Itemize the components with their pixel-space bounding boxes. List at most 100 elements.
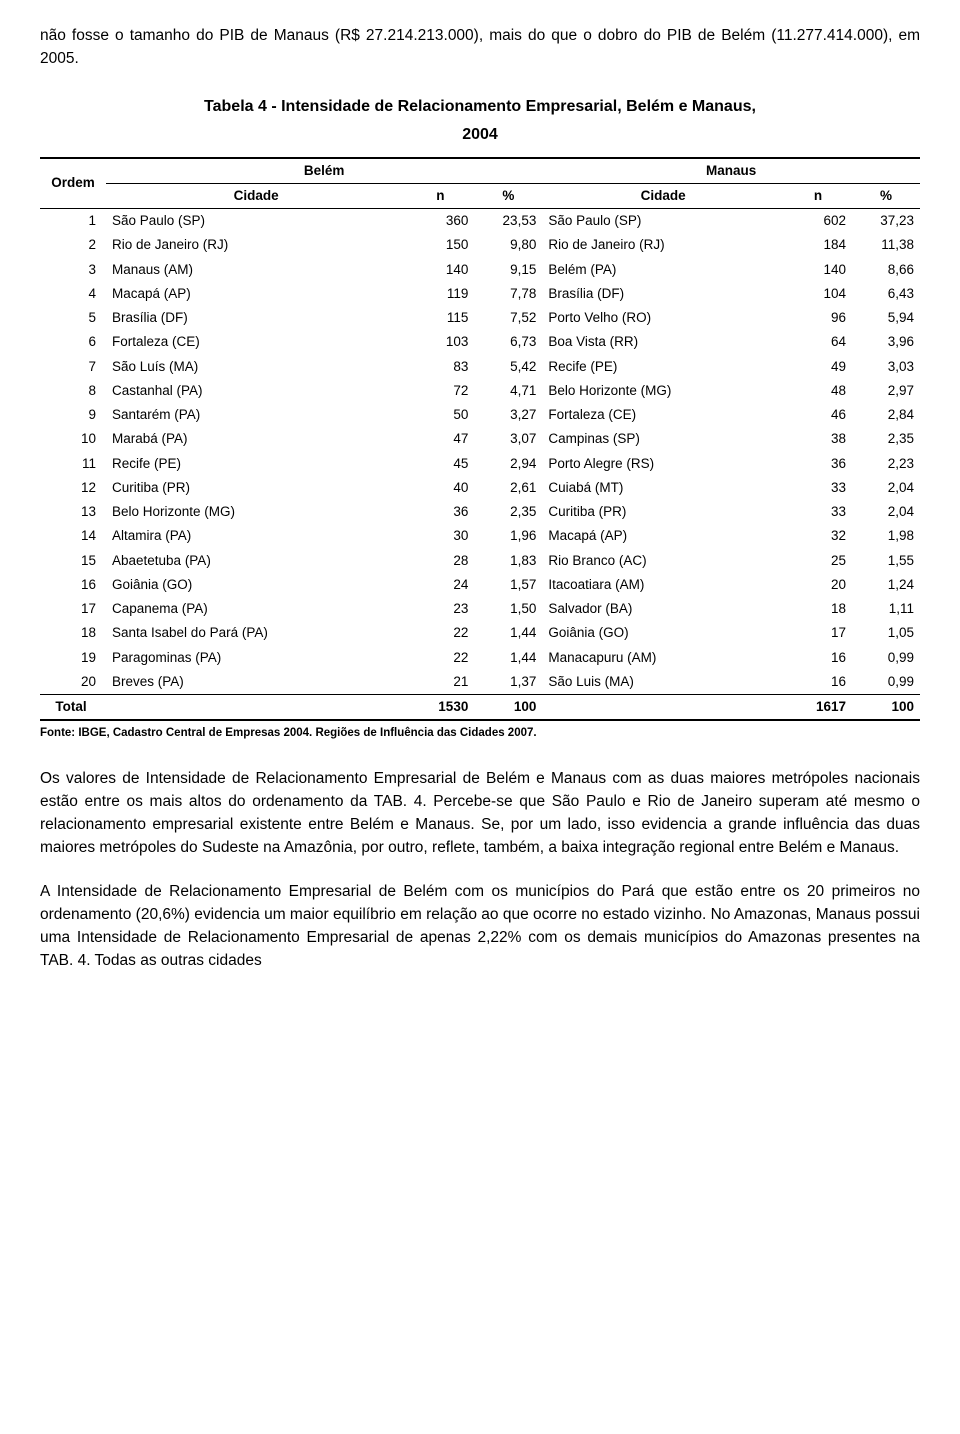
cell-m-pct: 5,94 bbox=[852, 306, 920, 330]
cell-total-label: Total bbox=[40, 695, 106, 721]
cell-m-n: 48 bbox=[784, 379, 852, 403]
table-row: 11Recife (PE)452,94Porto Alegre (RS)362,… bbox=[40, 452, 920, 476]
cell-b-n: 83 bbox=[406, 355, 474, 379]
cell-ordem: 19 bbox=[40, 646, 106, 670]
cell-m-city: Belo Horizonte (MG) bbox=[542, 379, 784, 403]
cell-b-city: Curitiba (PR) bbox=[106, 476, 406, 500]
cell-m-n: 25 bbox=[784, 549, 852, 573]
cell-m-n: 64 bbox=[784, 330, 852, 354]
cell-ordem: 14 bbox=[40, 524, 106, 548]
cell-m-city: Belém (PA) bbox=[542, 258, 784, 282]
cell-m-pct: 2,04 bbox=[852, 500, 920, 524]
cell-b-pct: 3,27 bbox=[474, 403, 542, 427]
table-year: 2004 bbox=[40, 123, 920, 147]
cell-m-city: Itacoatiara (AM) bbox=[542, 573, 784, 597]
hdr-belem: Belém bbox=[106, 158, 542, 184]
hdr-ordem: Ordem bbox=[40, 158, 106, 209]
cell-m-pct: 1,24 bbox=[852, 573, 920, 597]
cell-b-n: 150 bbox=[406, 233, 474, 257]
cell-b-n: 45 bbox=[406, 452, 474, 476]
cell-m-n: 33 bbox=[784, 476, 852, 500]
cell-b-city: Goiânia (GO) bbox=[106, 573, 406, 597]
cell-ordem: 3 bbox=[40, 258, 106, 282]
hdr-b-n: n bbox=[406, 183, 474, 208]
intro-paragraph: não fosse o tamanho do PIB de Manaus (R$… bbox=[40, 24, 920, 71]
cell-m-pct: 3,03 bbox=[852, 355, 920, 379]
cell-m-pct: 11,38 bbox=[852, 233, 920, 257]
cell-total-m-n: 1617 bbox=[784, 695, 852, 721]
hdr-m-cidade: Cidade bbox=[542, 183, 784, 208]
cell-b-n: 115 bbox=[406, 306, 474, 330]
cell-m-city: Boa Vista (RR) bbox=[542, 330, 784, 354]
table-row: 5Brasília (DF)1157,52Porto Velho (RO)965… bbox=[40, 306, 920, 330]
cell-b-city: Manaus (AM) bbox=[106, 258, 406, 282]
cell-m-pct: 2,35 bbox=[852, 427, 920, 451]
cell-m-city: Salvador (BA) bbox=[542, 597, 784, 621]
cell-b-city: São Paulo (SP) bbox=[106, 209, 406, 234]
cell-ordem: 6 bbox=[40, 330, 106, 354]
cell-m-pct: 37,23 bbox=[852, 209, 920, 234]
table-row: 20Breves (PA)211,37São Luis (MA)160,99 bbox=[40, 670, 920, 695]
cell-m-pct: 1,55 bbox=[852, 549, 920, 573]
cell-b-pct: 1,83 bbox=[474, 549, 542, 573]
table-row: 18Santa Isabel do Pará (PA)221,44Goiânia… bbox=[40, 621, 920, 645]
cell-m-pct: 1,05 bbox=[852, 621, 920, 645]
cell-b-city: Fortaleza (CE) bbox=[106, 330, 406, 354]
cell-b-city: Castanhal (PA) bbox=[106, 379, 406, 403]
table-row: 13Belo Horizonte (MG)362,35Curitiba (PR)… bbox=[40, 500, 920, 524]
cell-total-m-pct: 100 bbox=[852, 695, 920, 721]
cell-m-n: 140 bbox=[784, 258, 852, 282]
cell-b-city: Rio de Janeiro (RJ) bbox=[106, 233, 406, 257]
table-row: 15Abaetetuba (PA)281,83Rio Branco (AC)25… bbox=[40, 549, 920, 573]
cell-m-city: Goiânia (GO) bbox=[542, 621, 784, 645]
hdr-b-pct: % bbox=[474, 183, 542, 208]
table-row: 1São Paulo (SP)36023,53São Paulo (SP)602… bbox=[40, 209, 920, 234]
cell-b-city: Capanema (PA) bbox=[106, 597, 406, 621]
cell-ordem: 12 bbox=[40, 476, 106, 500]
cell-b-city: Breves (PA) bbox=[106, 670, 406, 695]
table-row: 19Paragominas (PA)221,44Manacapuru (AM)1… bbox=[40, 646, 920, 670]
cell-m-city: Macapá (AP) bbox=[542, 524, 784, 548]
cell-m-n: 184 bbox=[784, 233, 852, 257]
cell-m-n: 96 bbox=[784, 306, 852, 330]
cell-m-n: 32 bbox=[784, 524, 852, 548]
table-row: 6Fortaleza (CE)1036,73Boa Vista (RR)643,… bbox=[40, 330, 920, 354]
cell-b-pct: 6,73 bbox=[474, 330, 542, 354]
cell-b-pct: 2,61 bbox=[474, 476, 542, 500]
cell-b-n: 360 bbox=[406, 209, 474, 234]
cell-ordem: 1 bbox=[40, 209, 106, 234]
data-table: Ordem Belém Manaus Cidade n % Cidade n %… bbox=[40, 157, 920, 722]
cell-m-n: 38 bbox=[784, 427, 852, 451]
cell-b-pct: 9,80 bbox=[474, 233, 542, 257]
cell-b-pct: 1,37 bbox=[474, 670, 542, 695]
cell-ordem: 18 bbox=[40, 621, 106, 645]
cell-b-n: 22 bbox=[406, 621, 474, 645]
cell-b-city: Altamira (PA) bbox=[106, 524, 406, 548]
table-row: 7São Luís (MA)835,42Recife (PE)493,03 bbox=[40, 355, 920, 379]
cell-b-n: 23 bbox=[406, 597, 474, 621]
cell-b-n: 22 bbox=[406, 646, 474, 670]
cell-ordem: 4 bbox=[40, 282, 106, 306]
cell-b-pct: 4,71 bbox=[474, 379, 542, 403]
cell-m-city: Fortaleza (CE) bbox=[542, 403, 784, 427]
cell-m-city: Rio de Janeiro (RJ) bbox=[542, 233, 784, 257]
table-row: 14Altamira (PA)301,96Macapá (AP)321,98 bbox=[40, 524, 920, 548]
cell-m-n: 36 bbox=[784, 452, 852, 476]
cell-ordem: 9 bbox=[40, 403, 106, 427]
cell-b-n: 30 bbox=[406, 524, 474, 548]
table-row: 4Macapá (AP)1197,78Brasília (DF)1046,43 bbox=[40, 282, 920, 306]
cell-m-n: 602 bbox=[784, 209, 852, 234]
cell-b-n: 119 bbox=[406, 282, 474, 306]
cell-b-pct: 1,57 bbox=[474, 573, 542, 597]
cell-b-n: 140 bbox=[406, 258, 474, 282]
cell-ordem: 10 bbox=[40, 427, 106, 451]
cell-b-n: 47 bbox=[406, 427, 474, 451]
cell-b-city: Santarém (PA) bbox=[106, 403, 406, 427]
cell-b-n: 72 bbox=[406, 379, 474, 403]
cell-m-n: 33 bbox=[784, 500, 852, 524]
cell-ordem: 17 bbox=[40, 597, 106, 621]
cell-total-b-pct: 100 bbox=[474, 695, 542, 721]
cell-b-pct: 1,44 bbox=[474, 646, 542, 670]
table-total-row: Total15301001617100 bbox=[40, 695, 920, 721]
cell-b-city: Abaetetuba (PA) bbox=[106, 549, 406, 573]
